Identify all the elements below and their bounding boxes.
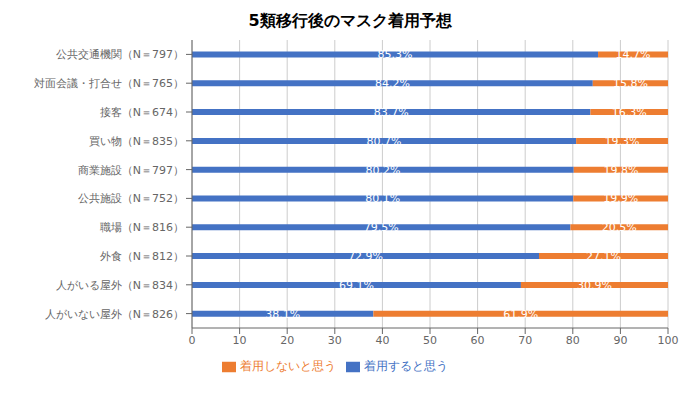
html-text:着用しないと思う: 着用しないと思う bbox=[240, 359, 336, 373]
svg-text:80: 80 bbox=[566, 334, 580, 347]
svg-text:84.2%: 84.2% bbox=[375, 77, 410, 90]
svg-text:商業施設（N＝797）: 商業施設（N＝797） bbox=[78, 164, 184, 177]
html-text:5類移行後のマスク着用予想: 5類移行後のマスク着用予想 bbox=[248, 11, 452, 30]
svg-text:30.9%: 30.9% bbox=[577, 279, 612, 292]
svg-text:61.9%: 61.9% bbox=[503, 308, 538, 321]
svg-text:人がいない屋外（N＝826）: 人がいない屋外（N＝826） bbox=[45, 308, 184, 321]
svg-text:外食（N＝812）: 外食（N＝812） bbox=[100, 250, 184, 263]
svg-text:人がいる屋外（N＝834）: 人がいる屋外（N＝834） bbox=[56, 279, 184, 292]
html-text:着用すると思う: 着用すると思う bbox=[364, 359, 448, 373]
svg-text:19.8%: 19.8% bbox=[603, 164, 638, 177]
svg-text:接客（N＝674）: 接客（N＝674） bbox=[100, 106, 184, 119]
svg-text:20.5%: 20.5% bbox=[602, 221, 637, 234]
svg-text:27.1%: 27.1% bbox=[586, 250, 621, 263]
svg-text:19.3%: 19.3% bbox=[605, 135, 640, 148]
svg-text:70: 70 bbox=[518, 334, 532, 347]
svg-text:80.7%: 80.7% bbox=[367, 135, 402, 148]
svg-text:公共交通機関（N＝797）: 公共交通機関（N＝797） bbox=[56, 48, 184, 61]
svg-text:83.7%: 83.7% bbox=[374, 106, 409, 119]
svg-text:19.9%: 19.9% bbox=[603, 192, 638, 205]
svg-text:72.9%: 72.9% bbox=[348, 250, 383, 263]
svg-text:公共施設（N＝752）: 公共施設（N＝752） bbox=[78, 192, 184, 205]
svg-text:90: 90 bbox=[613, 334, 627, 347]
svg-text:0: 0 bbox=[189, 334, 196, 347]
svg-text:40: 40 bbox=[375, 334, 389, 347]
svg-text:30: 30 bbox=[328, 334, 342, 347]
svg-text:対面会議・打合せ（N＝765）: 対面会議・打合せ（N＝765） bbox=[34, 77, 184, 90]
svg-text:職場（N＝816）: 職場（N＝816） bbox=[100, 221, 184, 234]
svg-text:16.3%: 16.3% bbox=[612, 106, 647, 119]
svg-text:80.2%: 80.2% bbox=[365, 164, 400, 177]
svg-text:100: 100 bbox=[658, 334, 679, 347]
svg-text:15.8%: 15.8% bbox=[613, 77, 648, 90]
svg-text:80.1%: 80.1% bbox=[365, 192, 400, 205]
svg-text:38.1%: 38.1% bbox=[265, 308, 300, 321]
svg-text:買い物（N＝835）: 買い物（N＝835） bbox=[89, 135, 184, 148]
svg-text:69.1%: 69.1% bbox=[339, 279, 374, 292]
svg-text:50: 50 bbox=[423, 334, 437, 347]
svg-text:20: 20 bbox=[280, 334, 294, 347]
svg-text:14.7%: 14.7% bbox=[616, 48, 651, 61]
svg-text:85.3%: 85.3% bbox=[378, 48, 413, 61]
svg-text:79.5%: 79.5% bbox=[364, 221, 399, 234]
svg-text:60: 60 bbox=[471, 334, 485, 347]
svg-text:10: 10 bbox=[233, 334, 247, 347]
